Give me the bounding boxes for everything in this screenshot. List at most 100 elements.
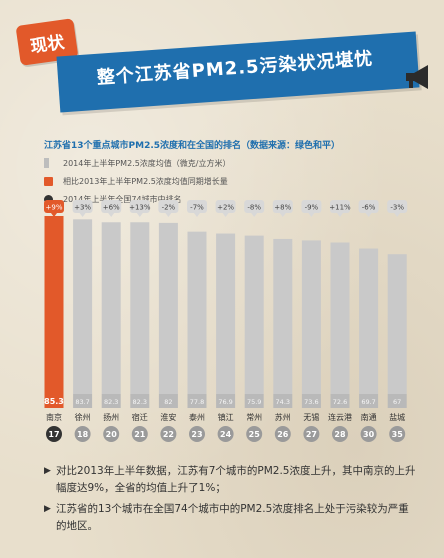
category-label: 徐州 [75, 412, 91, 422]
value-cell [44, 394, 64, 408]
category-label: 泰州 [189, 412, 205, 422]
change-label: +11% [329, 204, 351, 212]
rank-label: 25 [249, 430, 261, 439]
legend-label-rank: 2014年上半年全国74城市中排名 [63, 194, 182, 204]
change-label: -2% [162, 204, 176, 212]
bar [73, 219, 93, 394]
triangle-bullet-icon: ▶ [44, 504, 51, 514]
rank-label: 17 [48, 430, 59, 439]
value-label: 75.9 [247, 398, 261, 406]
category-label: 常州 [246, 413, 262, 422]
change-chip-pointer [136, 213, 143, 217]
value-label: 72.6 [333, 398, 347, 406]
rank-circle [74, 426, 91, 442]
bar [359, 248, 379, 394]
value-cell [273, 394, 293, 408]
change-label: +6% [103, 204, 120, 212]
bar [187, 231, 207, 394]
change-label: +3% [74, 204, 91, 212]
triangle-bullet-icon: ▶ [44, 466, 51, 476]
change-chip [44, 200, 64, 213]
change-label: -8% [247, 204, 261, 212]
change-chip [358, 200, 379, 213]
change-chip-pointer [337, 213, 343, 217]
bar [244, 235, 264, 394]
change-chip [330, 200, 350, 213]
value-label: 82.3 [133, 398, 147, 406]
note-text: 江苏省的13个城市在全国74个城市中的PM2.5浓度排名上处于污染较为严重的地区… [56, 503, 409, 532]
change-chip [215, 200, 236, 213]
change-chip-pointer [222, 213, 229, 217]
category-label: 连云港 [328, 412, 352, 422]
value-cell [359, 394, 379, 408]
value-cell [101, 394, 121, 408]
change-chip [244, 200, 265, 213]
legend-item-growth: 相比2013年上半年PM2.5浓度均值同期增长量 [44, 172, 231, 190]
rank-label: 28 [334, 430, 346, 439]
note-item: ▶ 对比2013年上半年数据，江苏有7个城市的PM2.5浓度上升，其中南京的上升… [44, 463, 416, 497]
value-label: 83.7 [75, 398, 89, 406]
change-chip-pointer [165, 213, 172, 217]
rank-circle [274, 426, 291, 442]
bar [216, 233, 236, 394]
rank-circle [160, 426, 177, 442]
value-cell [216, 394, 236, 408]
category-label: 苏州 [275, 412, 291, 422]
change-chip [72, 200, 93, 213]
rank-circle [131, 426, 148, 442]
change-chip-pointer [279, 213, 286, 217]
rank-label: 26 [277, 430, 289, 439]
change-chip-pointer [51, 213, 57, 217]
legend-label-concentration: 2014年上半年PM2.5浓度均值（微克/立方米） [63, 158, 231, 168]
rank-circle [189, 426, 205, 442]
category-label: 南通 [361, 412, 377, 422]
category-label: 盐城 [389, 412, 405, 422]
legend-rank-swatch [44, 194, 53, 204]
legend-item-concentration: 2014年上半年PM2.5浓度均值（微克/立方米） [44, 154, 231, 172]
rank-circle [246, 426, 263, 442]
legend-growth-swatch [44, 176, 53, 186]
change-chip [387, 200, 408, 213]
category-label: 南京 [46, 412, 62, 422]
bar [130, 222, 150, 394]
rank-circle [103, 426, 120, 442]
value-cell [301, 394, 321, 408]
change-label: +2% [217, 204, 234, 212]
value-cell [330, 394, 350, 408]
change-chip [158, 200, 179, 213]
rank-circle [360, 426, 377, 442]
bar [273, 238, 293, 394]
change-label: +13% [129, 204, 151, 212]
value-label: 69.7 [361, 398, 375, 406]
change-chip-pointer [394, 213, 401, 217]
rank-circle [46, 426, 62, 442]
value-label: 77.8 [190, 398, 204, 406]
chart-subtitle: 江苏省13个重点城市PM2.5浓度和在全国的排名（数据来源：绿色和平） [44, 141, 341, 151]
value-cell [130, 394, 150, 408]
rank-label: 21 [134, 430, 146, 439]
bar [330, 242, 350, 394]
change-chip [101, 200, 122, 213]
value-cell [187, 394, 207, 408]
category-label: 无锡 [303, 413, 319, 422]
change-chip-pointer [308, 213, 315, 217]
legend-bar-swatch [44, 158, 49, 168]
bar [158, 222, 178, 394]
change-chip-pointer [194, 213, 200, 217]
value-cell [73, 394, 93, 408]
value-label: 82.3 [104, 398, 118, 406]
value-label: 73.6 [304, 398, 318, 406]
change-label: -6% [362, 204, 376, 212]
change-label: -7% [190, 204, 204, 212]
rank-label: 24 [220, 430, 232, 439]
change-chip-pointer [365, 213, 372, 217]
bar [101, 222, 121, 394]
notes-section: ▶ 对比2013年上半年数据，江苏有7个城市的PM2.5浓度上升，其中南京的上升… [44, 463, 416, 539]
change-chip [129, 200, 150, 213]
bar [387, 254, 407, 394]
change-chip [272, 200, 293, 213]
change-label: -3% [390, 204, 404, 212]
rank-label: 35 [392, 430, 404, 439]
category-label: 宿迁 [132, 412, 148, 422]
